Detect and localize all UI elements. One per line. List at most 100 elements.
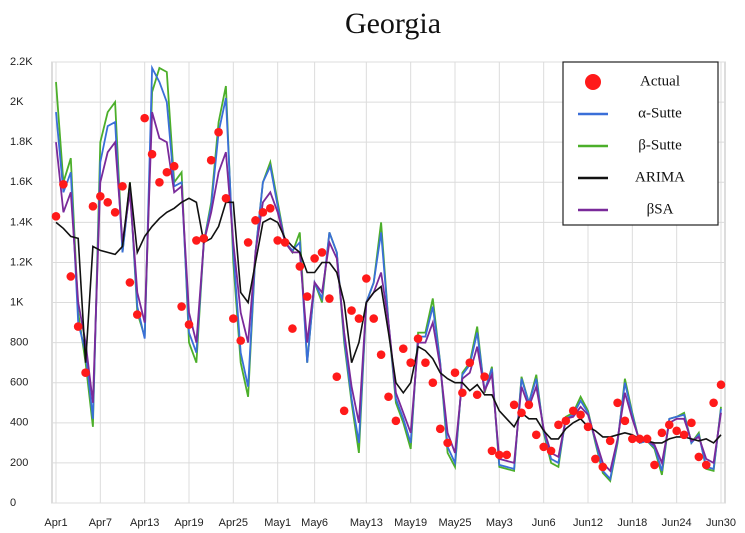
data-point [546, 446, 556, 456]
data-point [687, 418, 696, 428]
y-tick-label: 1.4K [10, 216, 33, 228]
data-point [177, 302, 186, 311]
data-point [435, 424, 445, 434]
data-point [59, 179, 68, 189]
data-point [679, 430, 689, 440]
data-point [568, 406, 578, 416]
data-point [96, 192, 105, 201]
data-point [480, 372, 489, 382]
y-tick-label: 1.6K [10, 176, 33, 188]
data-point [554, 420, 563, 430]
data-point [243, 238, 253, 247]
data-point [110, 208, 120, 217]
x-tick-label: Jun30 [706, 517, 736, 529]
data-point [66, 272, 76, 281]
data-point [391, 416, 401, 426]
y-tick-label: 200 [10, 457, 28, 469]
legend-label: βSA [647, 201, 674, 217]
data-point [406, 358, 415, 367]
x-tick-label: Apr19 [174, 517, 203, 529]
legend-label: ARIMA [635, 169, 685, 185]
data-point [635, 434, 645, 444]
data-point [716, 380, 726, 390]
data-point [642, 434, 652, 444]
data-point [502, 450, 512, 460]
series-line [55, 111, 722, 473]
data-point [465, 358, 475, 367]
data-point [362, 274, 371, 283]
y-tick-label: 800 [10, 337, 28, 349]
data-point [206, 155, 216, 165]
data-point [332, 372, 342, 382]
data-point [118, 181, 127, 191]
y-tick-label: 2.2K [10, 56, 33, 68]
data-point [155, 177, 164, 187]
data-point [288, 324, 297, 333]
data-point [325, 294, 334, 303]
data-point [628, 434, 637, 444]
data-point [251, 216, 260, 225]
x-tick-label: Jun6 [532, 517, 556, 529]
data-point [147, 149, 157, 159]
data-point [413, 334, 423, 343]
data-point [339, 406, 349, 416]
data-point [51, 212, 61, 221]
data-point [694, 452, 704, 462]
y-tick-label: 1K [10, 296, 24, 308]
x-tick-label: May19 [394, 517, 427, 529]
data-point [458, 388, 467, 398]
data-point [273, 236, 282, 245]
data-point [229, 314, 238, 323]
data-point [576, 410, 585, 420]
x-tick-label: May6 [301, 517, 328, 529]
data-point [317, 248, 327, 257]
data-point [376, 350, 386, 359]
data-point [103, 198, 113, 207]
data-point [701, 460, 711, 470]
y-tick-label: 0 [10, 497, 16, 509]
x-tick-label: Apr1 [44, 517, 67, 529]
data-point [472, 390, 482, 400]
data-point [369, 314, 379, 323]
data-point [214, 127, 223, 137]
data-point [539, 442, 548, 452]
data-point [591, 454, 600, 464]
x-tick-label: Apr7 [89, 517, 112, 529]
data-point [221, 194, 231, 203]
y-tick-label: 1.2K [10, 256, 33, 268]
data-point [664, 420, 674, 430]
data-point [354, 314, 364, 323]
data-point [598, 462, 608, 472]
data-point [302, 292, 312, 301]
data-point [605, 436, 615, 446]
x-tick-label: May3 [486, 517, 513, 529]
data-point [583, 422, 593, 432]
data-point [81, 368, 90, 378]
x-tick-label: Apr13 [130, 517, 159, 529]
data-point [347, 306, 356, 315]
legend-label: α-Sutte [638, 105, 682, 121]
data-point [199, 234, 209, 243]
data-point [650, 460, 659, 470]
data-point [531, 430, 541, 440]
data-point [73, 322, 83, 331]
data-point [310, 254, 319, 263]
data-point [450, 368, 460, 378]
data-point [709, 398, 718, 408]
data-point [495, 450, 504, 460]
data-point [140, 113, 149, 123]
data-point [620, 416, 630, 426]
data-point [88, 202, 98, 211]
y-tick-label: 1.8K [10, 136, 33, 148]
legend-label: β-Sutte [638, 137, 682, 153]
x-tick-label: Apr25 [219, 517, 248, 529]
legend-box [562, 61, 719, 226]
data-point [132, 310, 142, 319]
data-point [421, 358, 430, 367]
x-tick-label: May1 [264, 517, 291, 529]
data-point [561, 416, 571, 426]
chart-title: Georgia [345, 7, 441, 40]
data-point [428, 378, 438, 388]
data-point [613, 398, 622, 408]
